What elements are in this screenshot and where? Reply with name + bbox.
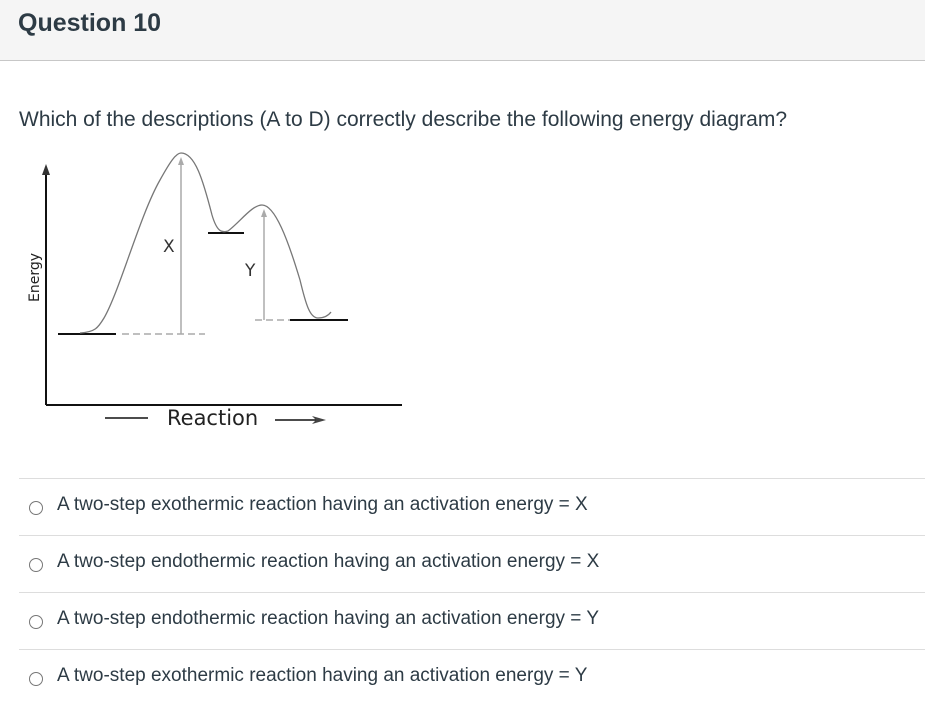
- option-label: A two-step exothermic reaction having an…: [57, 494, 588, 515]
- y-axis-arrow-icon: [42, 164, 50, 175]
- label-x: X: [163, 237, 175, 257]
- option-label: A two-step exothermic reaction having an…: [57, 665, 588, 686]
- radio-button[interactable]: [29, 501, 43, 515]
- radio-button[interactable]: [29, 558, 43, 572]
- radio-button[interactable]: [29, 672, 43, 686]
- option-c[interactable]: A two-step endothermic reaction having a…: [19, 592, 925, 648]
- option-b[interactable]: A two-step endothermic reaction having a…: [19, 535, 925, 591]
- energy-curve: [79, 152, 332, 334]
- option-a[interactable]: A two-step exothermic reaction having an…: [19, 478, 925, 534]
- radio-button[interactable]: [29, 615, 43, 629]
- x-arrow-head-icon: [178, 157, 184, 165]
- option-d[interactable]: A two-step exothermic reaction having an…: [19, 649, 925, 705]
- y-arrow-head-icon: [261, 209, 267, 217]
- y-axis-label: Energy: [27, 253, 43, 302]
- x-label-arrow-icon: [312, 416, 326, 424]
- question-text: Which of the descriptions (A to D) corre…: [19, 108, 788, 131]
- x-axis-label: Reaction: [167, 406, 258, 430]
- question-header: Question 10: [0, 0, 925, 61]
- label-y: Y: [244, 261, 256, 281]
- question-title: Question 10: [18, 9, 162, 37]
- energy-diagram: X Y Energy Reaction: [27, 152, 402, 430]
- option-label: A two-step endothermic reaction having a…: [57, 608, 600, 629]
- option-label: A two-step endothermic reaction having a…: [57, 551, 600, 572]
